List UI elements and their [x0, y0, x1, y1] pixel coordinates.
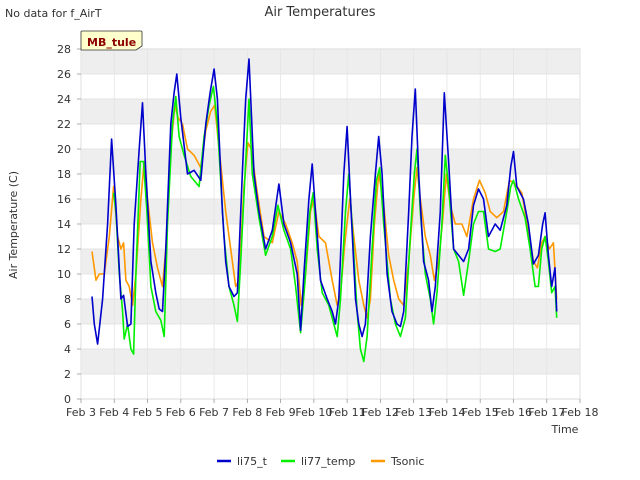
x-axis-label: Time: [551, 423, 579, 436]
x-tick-label: Feb 12: [362, 406, 399, 419]
y-tick-label: 0: [64, 393, 71, 406]
y-tick-label: 16: [57, 193, 71, 206]
y-tick-label: 8: [64, 293, 71, 306]
series-line-li77-temp: [112, 85, 558, 363]
chart-title: Air Temperatures: [264, 5, 375, 20]
x-tick-label: Feb 13: [395, 406, 432, 419]
y-axis-label: Air Temperature (C): [7, 171, 20, 279]
y-tick-label: 12: [57, 243, 71, 256]
y-tick-label: 2: [64, 368, 71, 381]
y-tick-label: 10: [57, 268, 71, 281]
x-tick-label: Feb 5: [133, 406, 163, 419]
x-tick-label: Feb 11: [329, 406, 366, 419]
y-tick-label: 24: [57, 93, 71, 106]
legend-label: li75_t: [237, 455, 268, 468]
y-tick-label: 14: [57, 218, 71, 231]
x-tick-label: Feb 15: [462, 406, 499, 419]
station-badge: MB_tule: [80, 30, 143, 51]
x-tick-label: Feb 9: [266, 406, 296, 419]
x-tick-label: Feb 16: [495, 406, 532, 419]
series-line-Tsonic: [91, 104, 558, 319]
y-tick-label: 22: [57, 118, 71, 131]
no-data-note: No data for f_AirT: [5, 7, 102, 20]
x-tick-label: Feb 3: [66, 406, 96, 419]
x-tick-label: Feb 14: [428, 406, 465, 419]
y-tick-label: 18: [57, 168, 71, 181]
y-tick-label: 28: [57, 43, 71, 56]
legend-label: Tsonic: [390, 455, 424, 468]
y-tick-label: 4: [64, 343, 71, 356]
x-tick-label: Feb 10: [295, 406, 332, 419]
y-tick-label: 26: [57, 68, 71, 81]
x-tick-label: Feb 4: [99, 406, 129, 419]
legend-label: li77_temp: [301, 455, 355, 468]
x-tick-label: Feb 17: [528, 406, 565, 419]
grid-band: [81, 199, 580, 224]
series-line-li75-t: [91, 58, 558, 345]
x-tick-label: Feb 8: [232, 406, 262, 419]
grid-band: [81, 99, 580, 124]
x-tick-label: Feb 7: [199, 406, 229, 419]
station-badge-label: MB_tule: [87, 36, 136, 49]
grid-band: [81, 149, 580, 174]
x-axis-ticks: Feb 3 Feb 4 Feb 5 Feb 6 Feb 7 Feb 8 Feb 9 Feb 1…: [66, 399, 598, 419]
x-tick-label: Feb 6: [166, 406, 196, 419]
x-tick-label: Feb 18: [562, 406, 599, 419]
legend: li75_t li77_temp Tsonic: [217, 455, 424, 468]
series-lines: [91, 58, 558, 363]
grid-band: [81, 49, 580, 74]
grid-band: [81, 349, 580, 374]
y-tick-label: 6: [64, 318, 71, 331]
y-tick-label: 20: [57, 143, 71, 156]
